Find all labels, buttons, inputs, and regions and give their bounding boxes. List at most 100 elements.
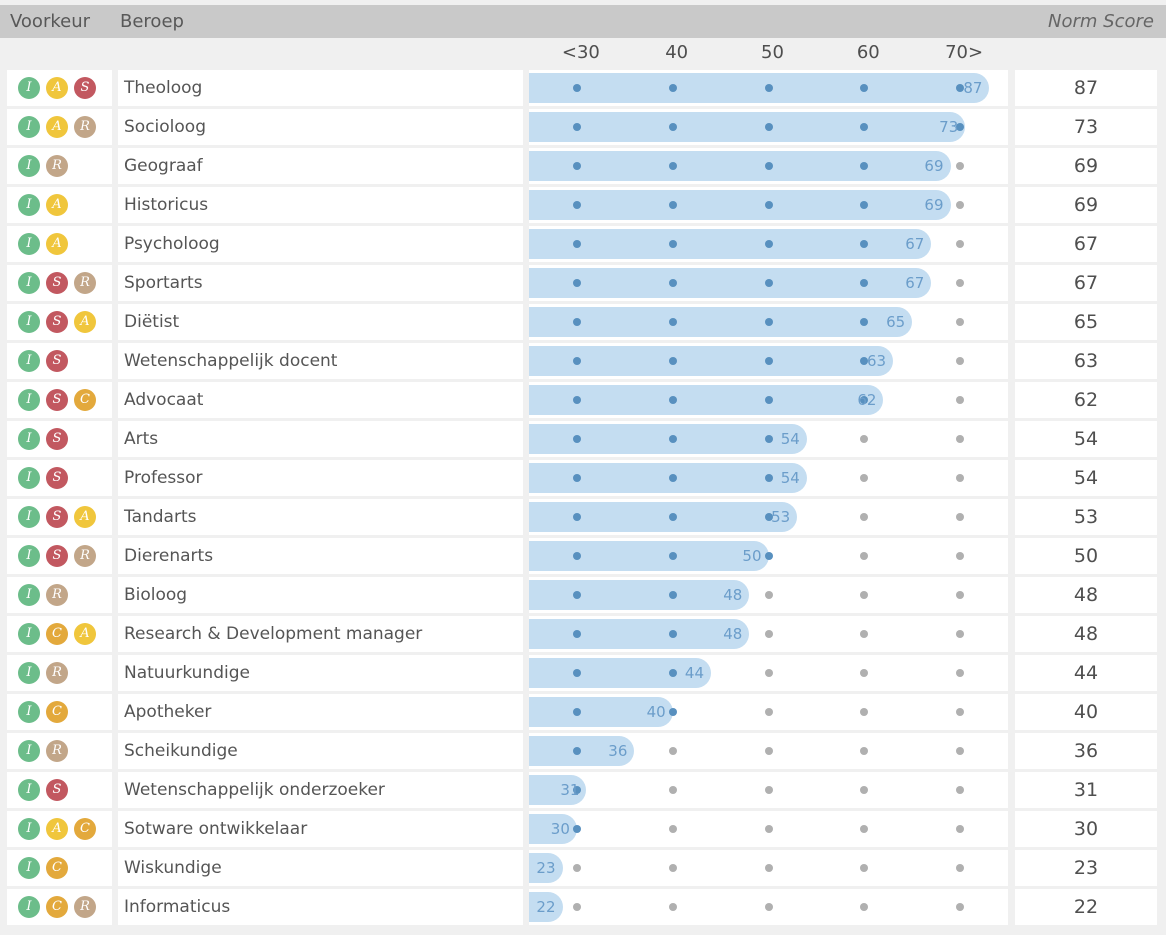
norm-score-bar-chart-cell: 22 bbox=[529, 889, 1008, 925]
norm-score-bar-value: 63 bbox=[866, 352, 887, 370]
norm-score-value: 65 bbox=[1015, 304, 1157, 340]
scale-dot-40 bbox=[668, 474, 677, 482]
norm-score-bar bbox=[529, 619, 750, 649]
scale-dot-40 bbox=[668, 513, 677, 521]
norm-score-bar bbox=[529, 346, 894, 376]
scale-dot-70 bbox=[956, 708, 965, 716]
scale-dot-70 bbox=[956, 747, 965, 755]
scale-dot-30 bbox=[572, 84, 581, 92]
scale-dot-40 bbox=[668, 903, 677, 911]
scale-dot-60 bbox=[860, 786, 869, 794]
scale-dot-70 bbox=[956, 669, 965, 677]
preference-badge-A: A bbox=[46, 77, 68, 99]
norm-score-value: 40 bbox=[1015, 694, 1157, 730]
norm-score-bar-value: 48 bbox=[723, 586, 743, 604]
norm-score-bar-value: 31 bbox=[560, 781, 580, 799]
scale-dot-40 bbox=[668, 552, 677, 560]
norm-score-bar-value: 36 bbox=[608, 742, 628, 760]
scale-dot-50 bbox=[764, 825, 773, 833]
norm-score-value: 23 bbox=[1015, 850, 1157, 886]
scale-dot-50 bbox=[764, 513, 773, 521]
norm-score-bar bbox=[529, 385, 884, 415]
profession-name: Research & Development manager bbox=[118, 616, 523, 652]
scale-dot-30 bbox=[572, 318, 581, 326]
scale-dot-70 bbox=[956, 630, 965, 638]
scale-dot-70 bbox=[956, 201, 965, 209]
scale-dot-40 bbox=[668, 669, 677, 677]
scale-dot-50 bbox=[764, 279, 773, 287]
preference-badge-C: C bbox=[46, 701, 68, 723]
scale-dot-30 bbox=[572, 903, 581, 911]
scale-dot-30 bbox=[572, 162, 581, 170]
scale-dot-30 bbox=[572, 825, 581, 833]
scale-dot-40 bbox=[668, 591, 677, 599]
scale-dot-60 bbox=[860, 864, 869, 872]
norm-score-value: 62 bbox=[1015, 382, 1157, 418]
norm-score-bar-chart-cell: 53 bbox=[529, 499, 1008, 535]
profession-name: Socioloog bbox=[118, 109, 523, 145]
preference-badge-I: I bbox=[18, 155, 40, 177]
preference-badge-I: I bbox=[18, 506, 40, 528]
norm-score-bar-value: 54 bbox=[780, 430, 800, 448]
norm-score-bar bbox=[529, 697, 673, 727]
scale-dot-30 bbox=[572, 864, 581, 872]
norm-score-bar-value: 30 bbox=[550, 820, 570, 838]
scale-dot-50 bbox=[764, 123, 773, 131]
preference-badge-S: S bbox=[46, 506, 68, 528]
preference-badge-S: S bbox=[46, 545, 68, 567]
norm-score-bar bbox=[529, 502, 798, 532]
preference-badge-R: R bbox=[74, 896, 96, 918]
norm-score-bar-chart-cell: 44 bbox=[529, 655, 1008, 691]
scale-dot-60 bbox=[860, 513, 869, 521]
norm-score-bar bbox=[529, 73, 990, 103]
preference-badge-A: A bbox=[46, 818, 68, 840]
scale-dot-70 bbox=[956, 357, 965, 365]
scale-dot-60 bbox=[860, 747, 869, 755]
preference-badge-A: A bbox=[46, 116, 68, 138]
profession-name: Wiskundige bbox=[118, 850, 523, 886]
preference-badge-S: S bbox=[46, 350, 68, 372]
profession-name: Apotheker bbox=[118, 694, 523, 730]
chart-axis-row: <30 40 50 60 70> bbox=[0, 38, 1166, 68]
norm-score-value: 87 bbox=[1015, 70, 1157, 106]
column-header-norm-score: Norm Score bbox=[1048, 11, 1154, 32]
norm-score-value: 50 bbox=[1015, 538, 1157, 574]
scale-dot-30 bbox=[572, 474, 581, 482]
scale-dot-50 bbox=[764, 162, 773, 170]
scale-dot-40 bbox=[668, 786, 677, 794]
scale-dot-50 bbox=[764, 240, 773, 248]
scale-dot-30 bbox=[572, 630, 581, 638]
preference-badge-I: I bbox=[18, 77, 40, 99]
norm-score-value: 30 bbox=[1015, 811, 1157, 847]
scale-dot-60 bbox=[860, 396, 869, 404]
scale-dot-70 bbox=[956, 84, 965, 92]
norm-score-bar-chart-cell: 69 bbox=[529, 148, 1008, 184]
norm-score-bar-chart-cell: 23 bbox=[529, 850, 1008, 886]
preference-badge-R: R bbox=[46, 584, 68, 606]
profession-name: Bioloog bbox=[118, 577, 523, 613]
profession-name: Wetenschappelijk docent bbox=[118, 343, 523, 379]
scale-dot-40 bbox=[668, 123, 677, 131]
scale-dot-70 bbox=[956, 318, 965, 326]
norm-score-bar-chart-cell: 30 bbox=[529, 811, 1008, 847]
norm-score-bar bbox=[529, 736, 635, 766]
norm-score-bar-value: 44 bbox=[684, 664, 705, 682]
norm-score-bar bbox=[529, 892, 563, 922]
